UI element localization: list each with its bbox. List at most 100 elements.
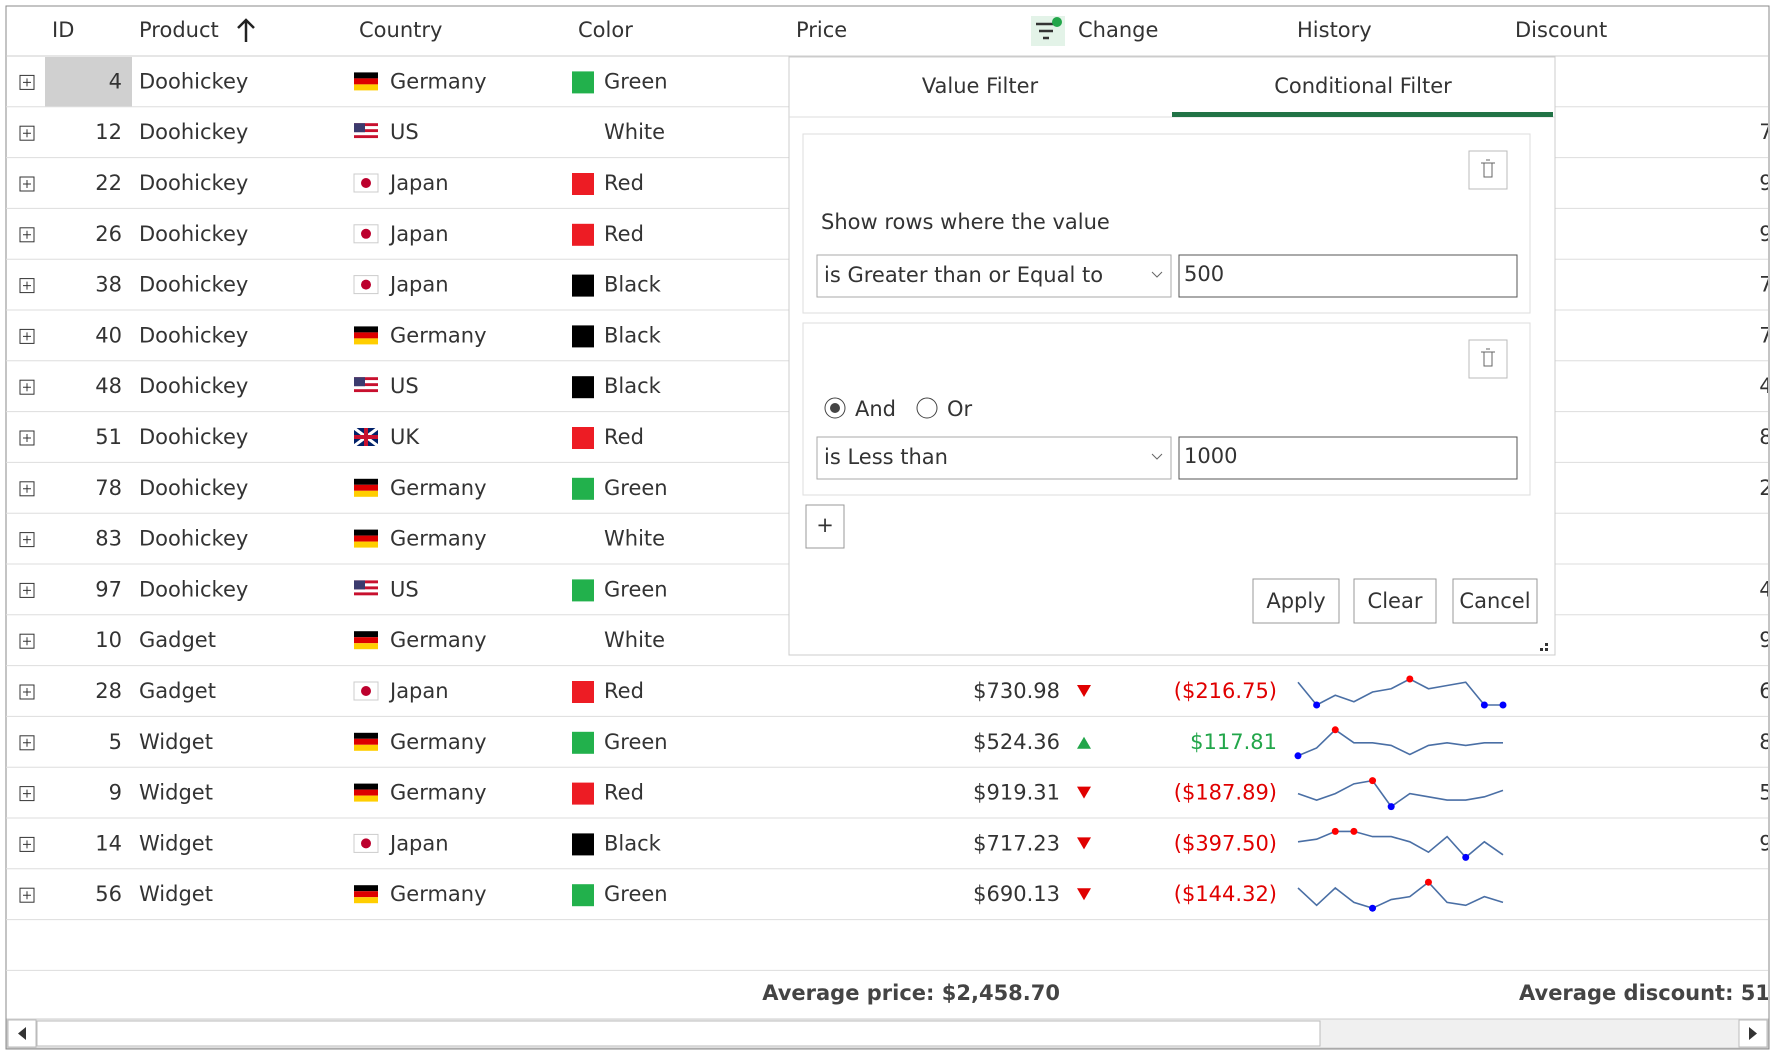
discount: 22 (1759, 476, 1776, 500)
flag-stripe (354, 637, 378, 644)
discount: 63 (1759, 679, 1776, 703)
flag-dot (361, 228, 371, 239)
value-input[interactable] (1178, 436, 1518, 480)
radio-label[interactable]: And (855, 397, 896, 421)
id: 12 (95, 120, 122, 144)
expander-plus (23, 840, 31, 849)
expander[interactable] (19, 74, 35, 90)
expander-plus (23, 484, 31, 493)
row[interactable]: 97 Doohickey US Green 40 (6, 577, 1776, 616)
resize-grip[interactable] (1540, 643, 1548, 651)
expander[interactable] (19, 328, 35, 344)
expander[interactable] (19, 481, 35, 497)
id: 51 (95, 425, 122, 449)
expander[interactable] (19, 278, 35, 294)
h-scrollbar[interactable] (6, 1018, 1769, 1049)
row[interactable]: 56 Widget Germany Green $690.13 ($144.32) 5 (6, 878, 1776, 921)
apply-button[interactable]: Apply (1252, 578, 1340, 624)
spark-max (1424, 878, 1432, 886)
spark-min (1387, 803, 1395, 811)
country: Germany (390, 527, 487, 551)
column-header[interactable]: History (1297, 18, 1372, 42)
column-header[interactable]: Color (578, 18, 633, 42)
expander[interactable] (19, 430, 35, 446)
discount: 41 (1759, 374, 1776, 398)
radio-label[interactable]: Or (947, 397, 973, 421)
discount: 77 (1759, 323, 1776, 347)
product: Doohickey (139, 374, 248, 398)
delete-button[interactable] (1468, 339, 1508, 379)
column-header[interactable]: Product (139, 18, 219, 42)
add-condition[interactable]: + (805, 504, 845, 549)
flag-stripe (354, 132, 378, 136)
flag (354, 631, 378, 650)
row[interactable]: 28 Gadget Japan Red $730.98 ($216.75) 63 (6, 675, 1776, 717)
row[interactable]: 14 Widget Japan Black $717.23 ($397.50) 99 (6, 827, 1776, 870)
delete-button[interactable] (1468, 150, 1508, 190)
tab[interactable]: Value Filter (922, 74, 1039, 98)
expander[interactable] (19, 379, 35, 395)
operator-select[interactable] (816, 436, 1172, 480)
color: Red (604, 781, 644, 805)
country: Germany (390, 730, 487, 754)
expander[interactable] (19, 836, 35, 852)
column-header[interactable]: Country (359, 18, 442, 42)
expander[interactable] (19, 125, 35, 141)
expander[interactable] (19, 176, 35, 192)
tab-active[interactable]: Conditional Filter (1274, 74, 1452, 98)
cancel-button[interactable]: Cancel (1452, 578, 1538, 624)
swatch (572, 223, 594, 246)
row[interactable]: 83 Doohickey Germany White 2 (6, 527, 1776, 565)
country: Germany (390, 69, 487, 93)
column-header[interactable]: Change (1078, 18, 1158, 42)
scroll-thumb[interactable] (36, 1020, 1321, 1047)
expander[interactable] (19, 532, 35, 548)
expander[interactable] (19, 887, 35, 903)
flag-stripe (354, 84, 378, 91)
column-header[interactable]: Discount (1515, 18, 1607, 42)
expander[interactable] (19, 227, 35, 243)
country: US (390, 374, 419, 398)
flag-stripe (354, 885, 378, 892)
flag-stripe (354, 377, 378, 381)
flag (354, 885, 378, 904)
flag-stripe (354, 732, 378, 739)
column-header[interactable]: Price (796, 18, 847, 42)
color: Green (604, 69, 668, 93)
product: Doohickey (139, 273, 248, 297)
row[interactable]: 5 Widget Germany Green $524.36 $117.81 89 (6, 726, 1776, 768)
flag-stripe (354, 795, 378, 802)
flag-stripe (354, 78, 378, 85)
flag (353, 173, 379, 193)
expander[interactable] (19, 735, 35, 751)
column-header[interactable]: ID (52, 18, 74, 42)
discount: 78 (1759, 273, 1776, 297)
expander[interactable] (19, 582, 35, 598)
operator-select[interactable] (816, 254, 1172, 298)
expander-plus (23, 637, 31, 646)
id: 97 (95, 577, 122, 601)
country: Japan (388, 831, 449, 855)
spark-min (1462, 853, 1470, 861)
expander-plus (23, 434, 31, 442)
row[interactable]: 22 Doohickey Japan Red 99 (6, 171, 1776, 209)
row[interactable]: 10 Gadget Germany White 90 (6, 628, 1776, 667)
flag-stripe (354, 592, 378, 596)
expander[interactable] (19, 684, 35, 700)
expander[interactable] (19, 786, 35, 802)
change: ($144.32) (1174, 882, 1277, 906)
button-label: Clear (1368, 589, 1423, 613)
clear-button[interactable]: Clear (1353, 578, 1437, 624)
flag-dot (361, 686, 371, 696)
filter-icon[interactable] (1031, 16, 1065, 46)
spark-min (1499, 701, 1507, 709)
expander[interactable] (19, 633, 35, 649)
swatch (572, 681, 594, 703)
price: $730.98 (973, 679, 1060, 703)
flag-stripe (354, 891, 378, 898)
row[interactable]: 9 Widget Germany Red $919.31 ($187.89) 55 (6, 777, 1776, 819)
radio[interactable] (916, 397, 938, 419)
id: 9 (109, 781, 122, 805)
value-input[interactable] (1178, 254, 1518, 298)
country: US (390, 577, 419, 601)
